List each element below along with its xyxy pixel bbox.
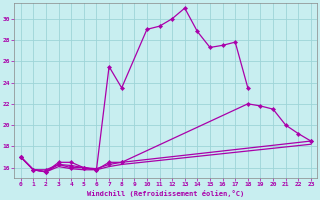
X-axis label: Windchill (Refroidissement éolien,°C): Windchill (Refroidissement éolien,°C) <box>87 190 244 197</box>
